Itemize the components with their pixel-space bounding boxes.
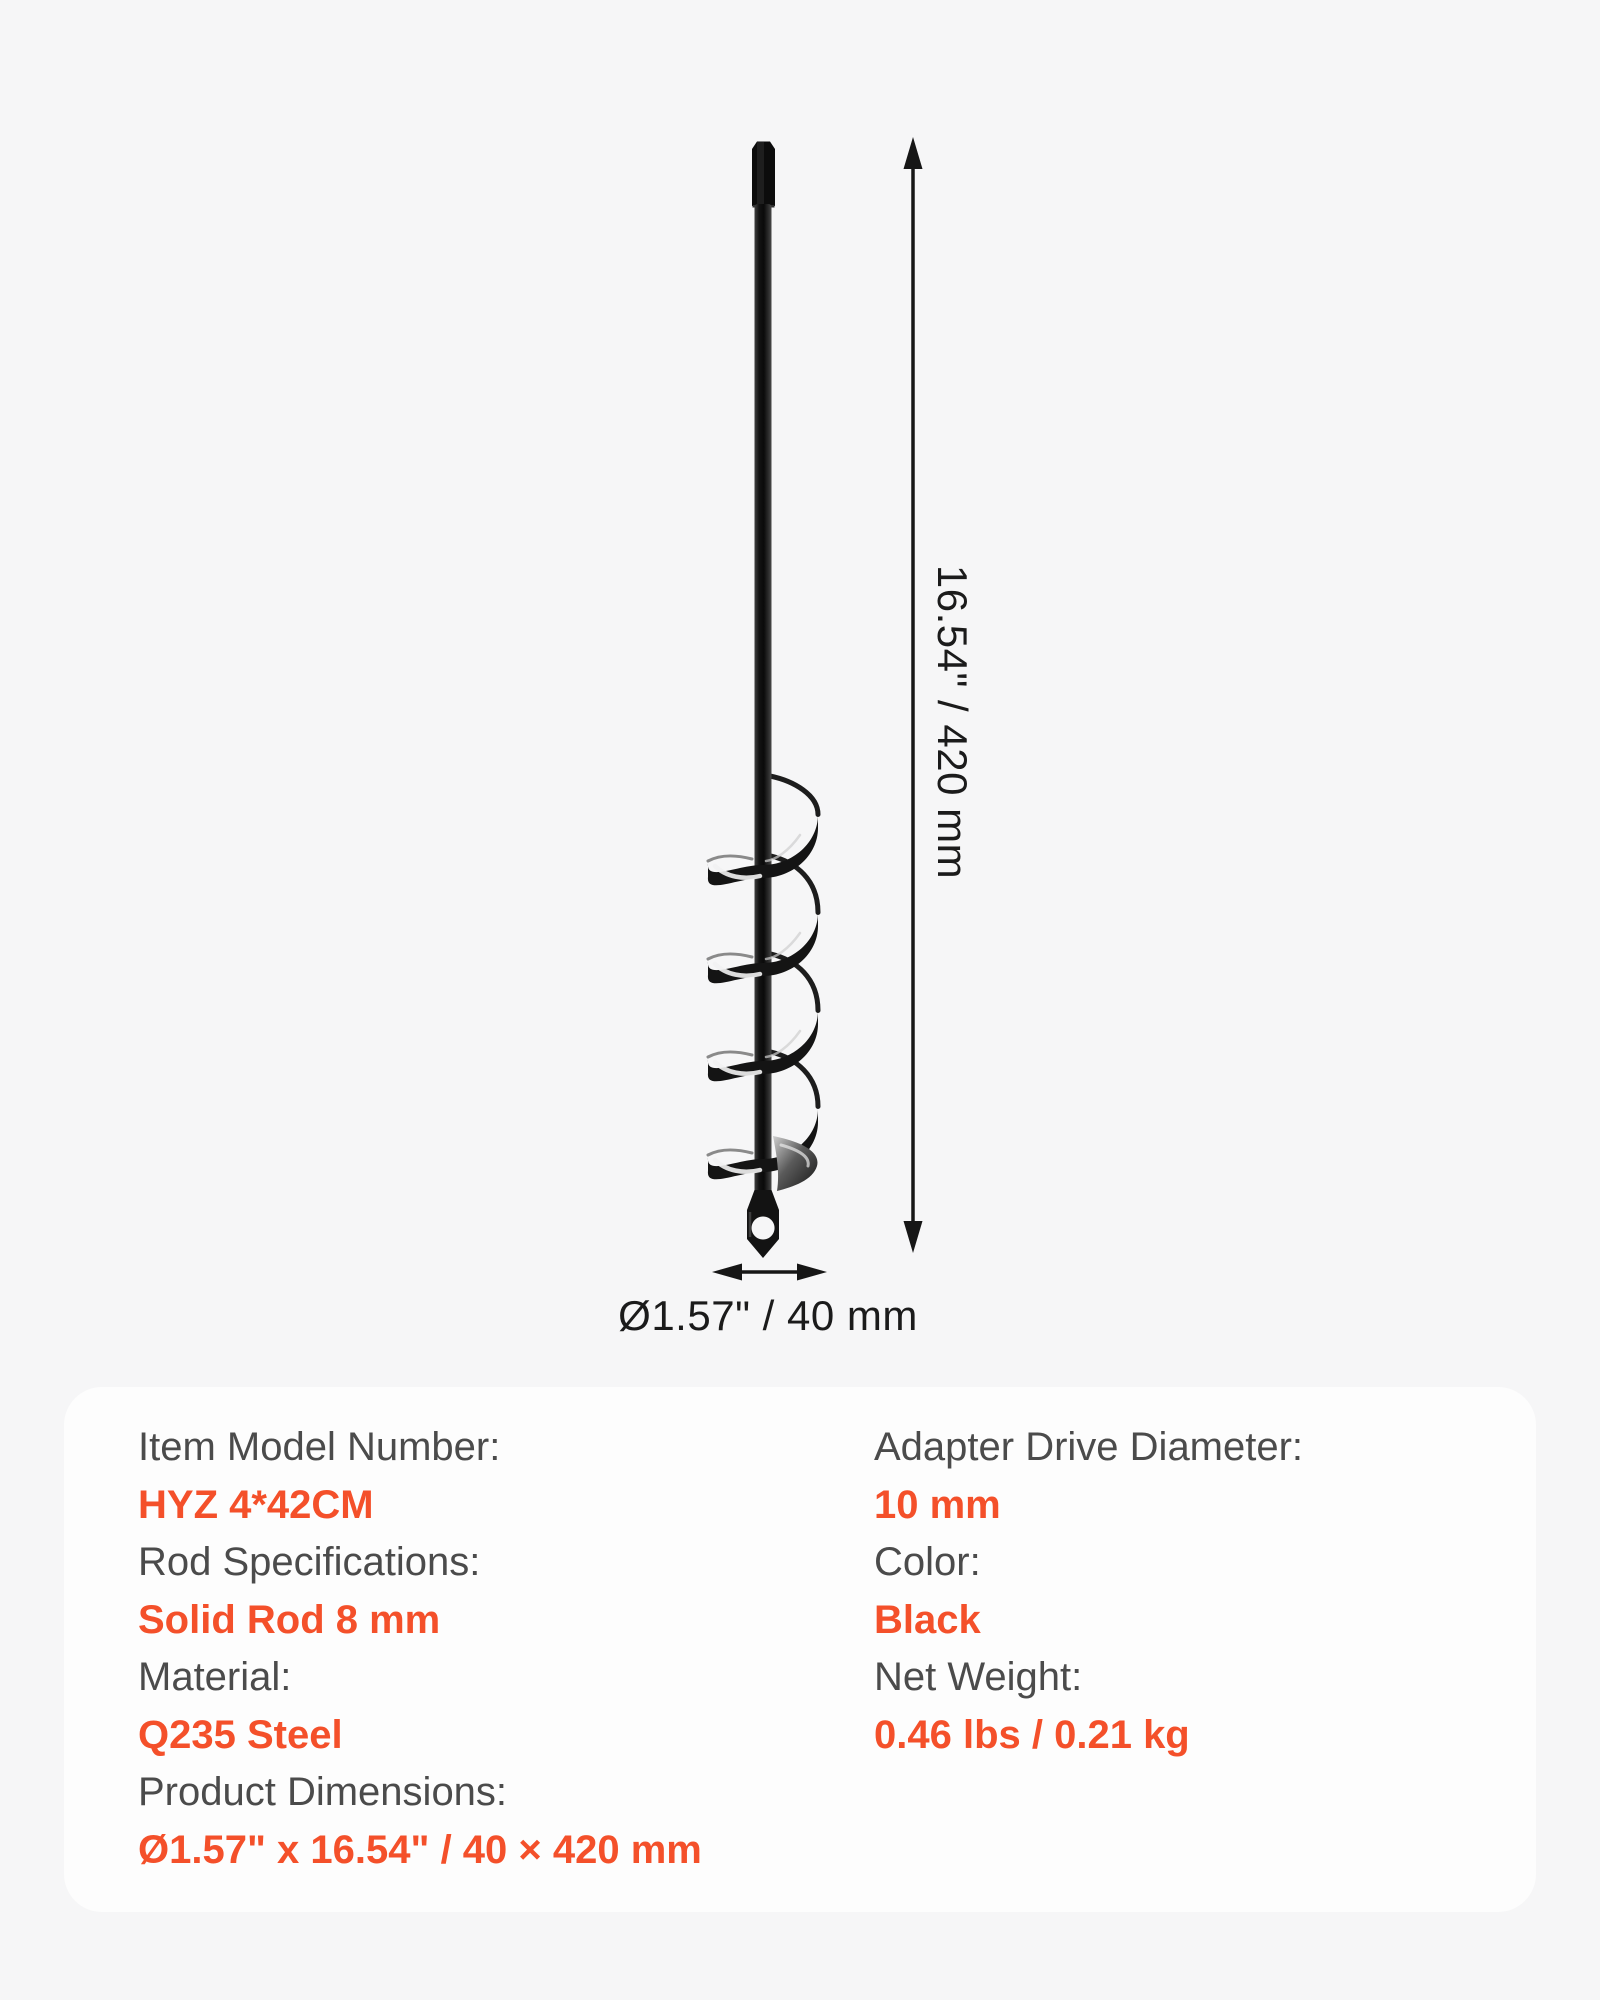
spec-column-left: Item Model Number: HYZ 4*42CM Rod Specif… (138, 1419, 702, 1879)
spec-label: Color: (874, 1540, 981, 1584)
spec-value: Solid Rod 8 mm (138, 1597, 441, 1642)
spec-label: Material: (138, 1655, 292, 1699)
auger-hex-shank-facet (757, 142, 764, 206)
spec-label: Item Model Number: (138, 1425, 501, 1469)
spec-value: 0.46 lbs / 0.21 kg (874, 1712, 1190, 1757)
spec-label: Net Weight: (874, 1655, 1083, 1699)
spec-card: Item Model Number: HYZ 4*42CM Rod Specif… (64, 1387, 1536, 1912)
auger-spiral (707, 814, 818, 1191)
spec-value: Q235 Steel (138, 1712, 343, 1757)
spec-label: Adapter Drive Diameter: (874, 1425, 1304, 1469)
auger-rod (754, 204, 772, 1195)
auger-tip (747, 1190, 779, 1258)
spec-value: HYZ 4*42CM (138, 1482, 374, 1527)
horizontal-dimension-label: Ø1.57" / 40 mm (618, 1292, 918, 1339)
spec-label: Product Dimensions: (138, 1770, 508, 1814)
vertical-dimension-arrow (903, 137, 923, 1253)
auger-dimension-diagram: 16.54" / 420 mm Ø1.57" / 40 mm (618, 137, 976, 1339)
vertical-dimension-label: 16.54" / 420 mm (929, 565, 976, 879)
auger-spiral-highlights (706, 833, 810, 1174)
spec-label: Rod Specifications: (138, 1540, 481, 1584)
spec-column-right: Adapter Drive Diameter: 10 mm Color: Bla… (874, 1419, 1303, 1764)
spec-value: 10 mm (874, 1482, 1001, 1527)
horizontal-dimension-arrow (712, 1263, 827, 1281)
spec-value: Ø1.57" x 16.54" / 40 × 420 mm (138, 1827, 702, 1872)
spec-value: Black (874, 1597, 981, 1642)
auger-spiral-back-edges (767, 773, 821, 1109)
